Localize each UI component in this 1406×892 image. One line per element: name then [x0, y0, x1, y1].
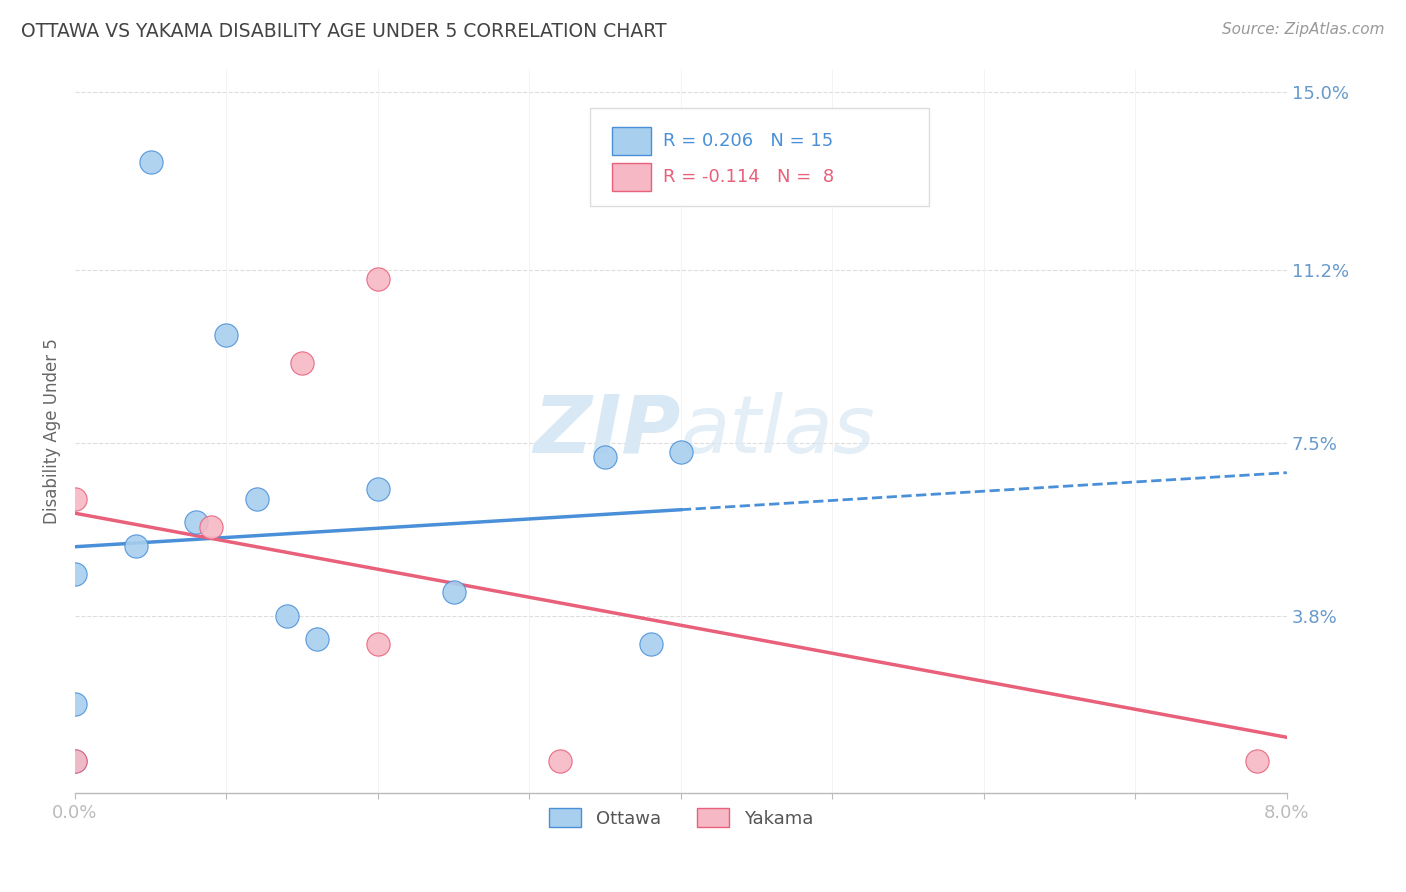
Point [246, 491, 269, 506]
Point [593, 450, 616, 464]
Legend: Ottawa, Yakama: Ottawa, Yakama [541, 801, 820, 835]
Text: atlas: atlas [681, 392, 876, 470]
Point [124, 539, 146, 553]
Point [139, 155, 162, 169]
Text: Source: ZipAtlas.com: Source: ZipAtlas.com [1222, 22, 1385, 37]
Point [63, 698, 86, 712]
Point [669, 445, 692, 459]
Text: R = -0.114   N =  8: R = -0.114 N = 8 [662, 169, 834, 186]
Point [63, 754, 86, 768]
Point [63, 491, 86, 506]
Point [200, 520, 222, 534]
Point [186, 515, 208, 529]
Point [307, 632, 329, 646]
Point [63, 566, 86, 581]
Point [443, 585, 465, 599]
Point [63, 754, 86, 768]
FancyBboxPatch shape [591, 109, 929, 206]
Text: ZIP: ZIP [533, 392, 681, 470]
Text: OTTAWA VS YAKAMA DISABILITY AGE UNDER 5 CORRELATION CHART: OTTAWA VS YAKAMA DISABILITY AGE UNDER 5 … [21, 22, 666, 41]
Point [276, 608, 298, 623]
Y-axis label: Disability Age Under 5: Disability Age Under 5 [44, 338, 60, 524]
Point [367, 272, 389, 286]
Text: R = 0.206   N = 15: R = 0.206 N = 15 [662, 132, 832, 150]
Point [640, 637, 662, 651]
Point [548, 754, 571, 768]
Point [1246, 754, 1268, 768]
Point [291, 356, 314, 370]
FancyBboxPatch shape [612, 163, 651, 192]
Point [215, 328, 238, 343]
Point [367, 483, 389, 497]
FancyBboxPatch shape [612, 127, 651, 155]
Point [367, 637, 389, 651]
